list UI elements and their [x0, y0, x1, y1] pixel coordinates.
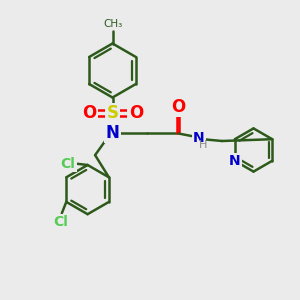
- Text: N: N: [193, 131, 204, 145]
- Text: S: S: [106, 104, 119, 122]
- Text: O: O: [129, 104, 143, 122]
- Text: Cl: Cl: [53, 215, 68, 229]
- Text: H: H: [199, 140, 207, 150]
- Text: Cl: Cl: [61, 157, 76, 170]
- Text: O: O: [82, 104, 96, 122]
- Text: N: N: [229, 154, 241, 168]
- Text: O: O: [171, 98, 185, 116]
- Text: CH₃: CH₃: [103, 19, 122, 29]
- Text: N: N: [106, 124, 119, 142]
